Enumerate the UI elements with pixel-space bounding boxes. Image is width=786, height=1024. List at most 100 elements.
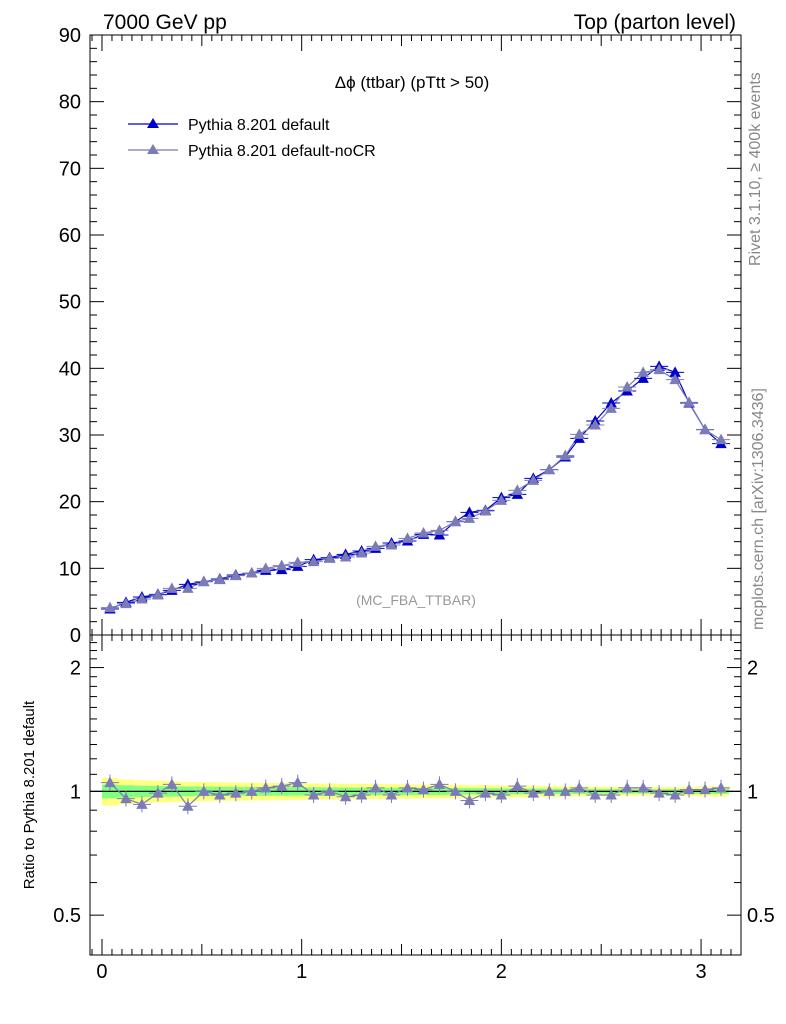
ratio-point <box>385 788 398 800</box>
ratio-point <box>417 783 430 795</box>
point-nocr <box>214 573 226 585</box>
x-tick-label: 2 <box>496 961 507 983</box>
ratio-point <box>669 788 681 800</box>
point-nocr <box>527 474 540 485</box>
ratio-point <box>355 788 368 800</box>
ratio-y-tick-label: 1 <box>70 781 81 803</box>
point-nocr <box>559 449 571 461</box>
legend-marker-default <box>147 118 159 128</box>
ratio-point <box>449 785 462 796</box>
ratio-point <box>637 781 649 793</box>
point-nocr <box>433 524 446 535</box>
main-series-layer <box>100 360 731 614</box>
point-nocr <box>401 532 414 543</box>
ratio-y-tick-label: 2 <box>70 658 81 680</box>
point-nocr <box>152 589 164 600</box>
point-nocr <box>463 512 476 523</box>
point-default <box>605 397 617 408</box>
point-nocr <box>479 505 492 516</box>
ratio-point <box>276 780 288 791</box>
ratio-point <box>166 778 178 789</box>
point-nocr <box>637 366 649 377</box>
point-nocr <box>669 373 681 385</box>
main-y-tick-label: 50 <box>59 292 81 314</box>
point-default <box>463 506 476 517</box>
ratio-point <box>621 781 633 793</box>
point-default <box>669 366 681 377</box>
point-nocr <box>260 562 272 573</box>
ratio-point <box>136 798 148 809</box>
point-nocr <box>385 539 398 550</box>
ratio-point <box>260 781 272 793</box>
x-tick-label: 3 <box>695 961 706 983</box>
ratio-series-line <box>109 781 722 808</box>
ratio-point <box>339 790 352 802</box>
point-nocr <box>621 381 633 392</box>
legend: Pythia 8.201 default Pythia 8.201 defaul… <box>128 117 376 160</box>
point-nocr <box>323 552 336 563</box>
point-nocr <box>699 423 711 435</box>
ratio-frame <box>89 634 742 956</box>
point-nocr <box>573 428 585 439</box>
ratio-point <box>699 783 711 795</box>
point-nocr <box>355 547 368 558</box>
ratio-point <box>230 787 242 798</box>
ratio-y-axis-label: Ratio to Pythia 8.201 default <box>21 700 38 889</box>
ratio-point <box>463 794 476 806</box>
series-line-default <box>109 365 722 610</box>
ratio-point <box>605 788 617 800</box>
ratio-y-tick-label-right: 2 <box>747 658 758 680</box>
main-y-tick-label: 70 <box>59 158 81 180</box>
point-nocr <box>715 433 727 445</box>
ratio-point <box>589 788 601 800</box>
ratio-point <box>182 800 194 811</box>
ratio-point <box>495 788 508 800</box>
point-nocr <box>182 582 194 593</box>
point-nocr <box>543 463 555 475</box>
main-y-tick-label: 90 <box>59 25 81 47</box>
mcplots-label: mcplots.cern.ch [arXiv:1306.3436] <box>750 388 767 630</box>
point-nocr <box>449 515 462 527</box>
main-y-tick-label: 80 <box>59 92 81 114</box>
point-nocr <box>166 582 178 593</box>
ratio-series-layer <box>90 774 741 815</box>
legend-label-nocr: Pythia 8.201 default-noCR <box>188 143 376 160</box>
ratio-panel: 0.5 0.5 1 1 2 2 0 1 2 3 Ratio to Pythia 8.201 de… <box>21 634 775 983</box>
series-line-nocr <box>109 369 722 609</box>
ratio-point <box>653 787 665 798</box>
ratio-point <box>120 792 132 804</box>
main-y-tick-label: 40 <box>59 358 81 380</box>
header-left: 7000 GeV pp <box>103 11 227 34</box>
point-nocr <box>653 363 665 375</box>
ratio-point <box>104 776 116 788</box>
point-nocr <box>104 601 116 613</box>
x-tick-label: 1 <box>296 961 307 983</box>
point-nocr <box>495 494 508 505</box>
ratio-point <box>198 785 210 796</box>
point-nocr <box>230 569 242 581</box>
main-y-tick-label: 30 <box>59 425 81 447</box>
ratio-point <box>401 781 414 793</box>
x-tick-label: 0 <box>96 961 107 983</box>
legend-label-default: Pythia 8.201 default <box>188 117 330 134</box>
ratio-y-ticks: 0.5 0.5 1 1 2 2 <box>53 642 775 956</box>
ratio-point <box>214 788 226 800</box>
watermark: (MC_FBA_TTBAR) <box>356 592 476 608</box>
main-y-tick-label: 0 <box>70 625 81 647</box>
ratio-point <box>291 776 304 788</box>
point-nocr <box>589 419 601 430</box>
point-nocr <box>276 559 288 571</box>
point-nocr <box>369 540 382 551</box>
point-nocr <box>291 556 304 567</box>
main-y-ticks: 0 10 20 30 40 50 60 70 80 90 <box>59 25 741 647</box>
ratio-point <box>152 787 164 798</box>
ratio-point <box>527 787 540 798</box>
point-nocr <box>120 597 132 609</box>
legend-entry-nocr: Pythia 8.201 default-noCR <box>128 143 376 160</box>
main-x-ticks <box>91 35 742 635</box>
ratio-point <box>511 780 524 791</box>
legend-marker-nocr <box>147 144 159 154</box>
ratio-point <box>715 781 727 793</box>
main-y-tick-label: 10 <box>59 558 81 580</box>
point-nocr <box>511 484 524 495</box>
